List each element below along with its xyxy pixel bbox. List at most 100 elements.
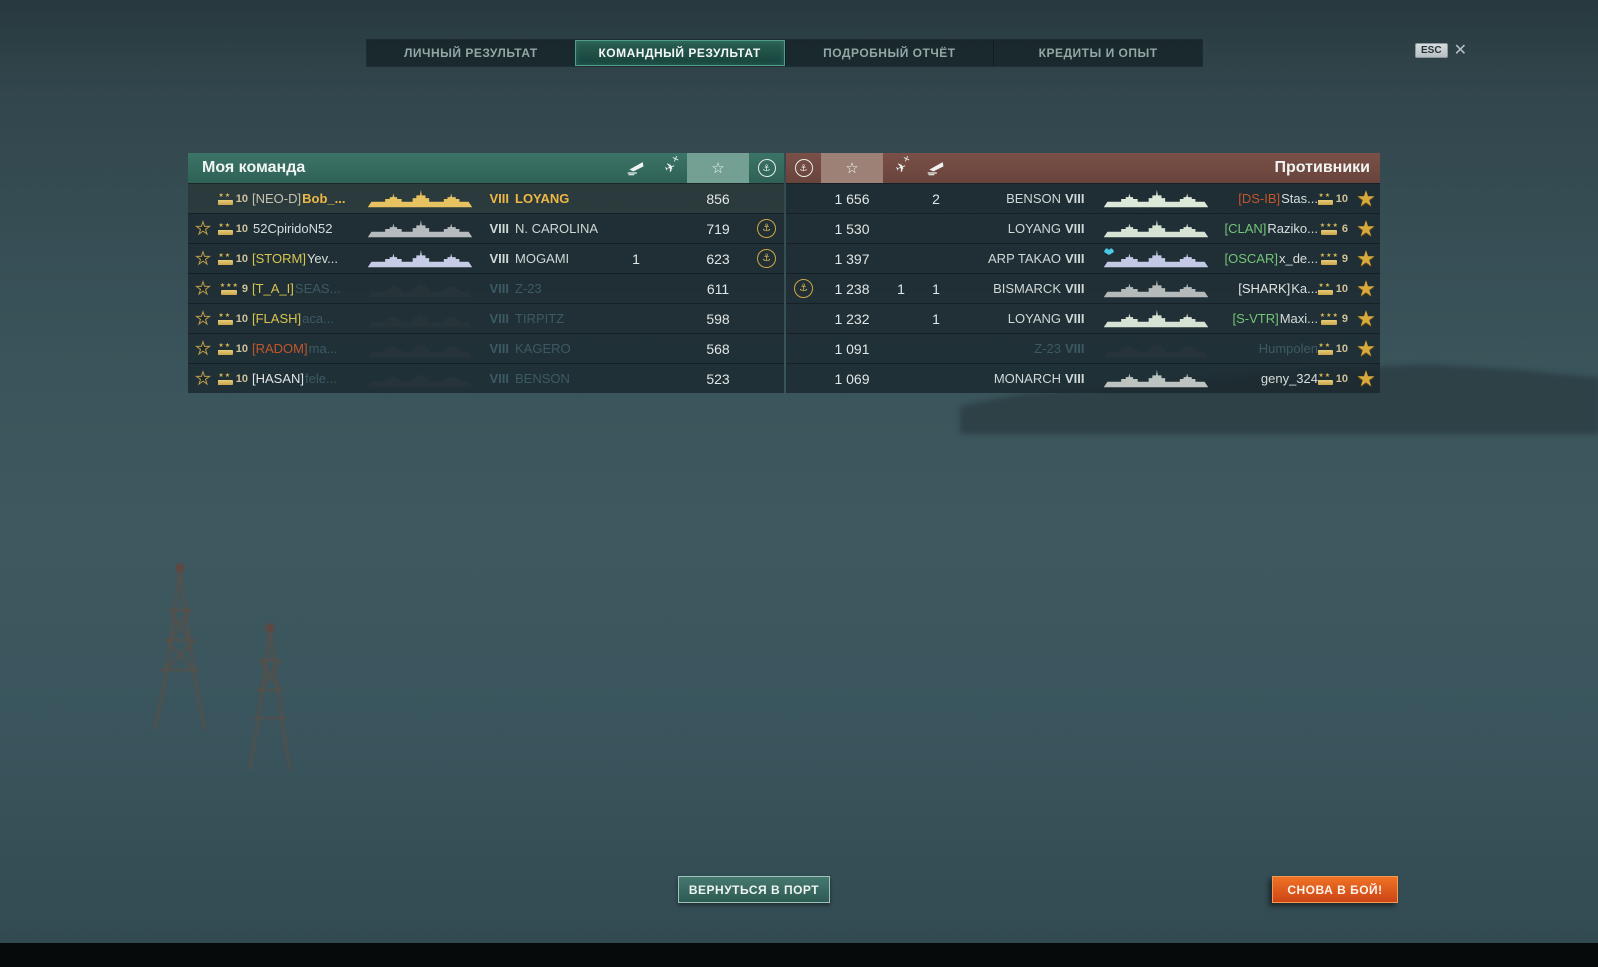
achievement-cell: ⚓ bbox=[749, 369, 784, 388]
ship-kills-header[interactable] bbox=[619, 153, 653, 183]
escape-hint: ESC ✕ bbox=[1415, 41, 1467, 59]
xp-value: 1 232 bbox=[834, 310, 870, 327]
opponent-row: ⚓ 1 656 2 BENSON VIII [DS-IB]Stas... ★★ … bbox=[786, 183, 1380, 213]
player-name[interactable]: [S-VTR]Maxi... bbox=[1232, 311, 1318, 326]
player-name[interactable]: [CLAN]Raziko... bbox=[1224, 221, 1318, 236]
xp-value: 611 bbox=[706, 280, 730, 297]
player-name[interactable]: [FLASH]aca... bbox=[252, 311, 334, 326]
achievement-cell: ⚓ bbox=[786, 189, 821, 208]
xp-value: 1 069 bbox=[834, 370, 870, 387]
ship-tier: VIII bbox=[489, 311, 509, 326]
player-name[interactable]: [SHARK]Ka... bbox=[1238, 281, 1318, 296]
ship-kills-header[interactable] bbox=[919, 153, 953, 183]
tab-active[interactable]: КОМАНДНЫЙ РЕЗУЛЬТАТ bbox=[574, 40, 785, 66]
player-name[interactable]: [T_A_I]SEAS... bbox=[252, 281, 341, 296]
plane-kills-header[interactable]: ✈ ✕ bbox=[883, 153, 919, 183]
compliment-star-icon[interactable]: ★ bbox=[195, 310, 211, 327]
player-name[interactable]: [STORM]Yev... bbox=[252, 251, 339, 266]
clan-tag: [SHARK] bbox=[1238, 281, 1291, 296]
xp-value: 1 397 bbox=[834, 250, 870, 267]
commend-gold-star-icon[interactable]: ★ bbox=[1356, 337, 1376, 360]
team-row: ★ ★★ 10 [STORM]Yev... VIII MOGAMI 1 623 … bbox=[188, 243, 784, 273]
xp-value: 598 bbox=[706, 310, 730, 327]
island-silhouette bbox=[960, 364, 1598, 434]
compliment-star-icon[interactable]: ★ bbox=[195, 250, 211, 267]
rank-badge: ★★ 10 bbox=[218, 312, 248, 325]
player-name[interactable]: Humpolen bbox=[1258, 341, 1318, 356]
medal-header[interactable]: ⚓ bbox=[786, 153, 821, 183]
team-row: ★ ★★ 10 [NEO-D]Bob_... VIII LOYANG 856 ⚓ bbox=[188, 183, 784, 213]
return-to-port-button[interactable]: ВЕРНУТЬСЯ В ПОРТ bbox=[678, 876, 830, 903]
xp-header[interactable]: ☆ bbox=[821, 153, 883, 183]
ship-silhouette bbox=[1097, 184, 1215, 213]
team-row: ★ ★★ 10 [HASAN]fele... VIII BENSON 523 ⚓ bbox=[188, 363, 784, 393]
close-icon[interactable]: ✕ bbox=[1453, 41, 1467, 59]
ship-kills-value: 2 bbox=[932, 190, 940, 207]
commend-gold-star-icon[interactable]: ★ bbox=[1356, 277, 1376, 300]
compliment-star-icon[interactable]: ★ bbox=[195, 340, 211, 357]
achievement-cell: ⚓ bbox=[749, 279, 784, 298]
player-name[interactable]: [OSCAR]x_de... bbox=[1224, 251, 1319, 266]
xp-value: 568 bbox=[706, 340, 730, 357]
opponent-row: ⚓ 1 397 ARP TAKAO VIII [OSCAR]x_de... ★★… bbox=[786, 243, 1380, 273]
achievement-medal-icon: ⚓ bbox=[794, 279, 813, 298]
my-team-table: Моя команда ✈✕ ☆ ⚓ ★ ★★ 10 [NEO-D]Bob_..… bbox=[188, 153, 784, 393]
clan-tag: [RADOM] bbox=[252, 341, 308, 356]
commend-gold-star-icon[interactable]: ★ bbox=[1356, 367, 1376, 390]
opponent-row: ⚓ 1 232 1 LOYANG VIII [S-VTR]Maxi... ★★★… bbox=[786, 303, 1380, 333]
clan-tag: [T_A_I] bbox=[252, 281, 294, 296]
medal-header[interactable]: ⚓ bbox=[749, 153, 784, 183]
ship-tier: VIII bbox=[489, 251, 509, 266]
xp-value: 719 bbox=[706, 220, 730, 237]
player-name[interactable]: 52CpiridoN52 bbox=[253, 221, 333, 236]
ship-silhouette bbox=[1097, 364, 1215, 393]
clan-tag: [OSCAR] bbox=[1224, 251, 1278, 266]
xp-value: 523 bbox=[706, 370, 730, 387]
ship-name: LOYANG bbox=[515, 191, 570, 206]
player-name[interactable]: [DS-IB]Stas... bbox=[1238, 191, 1318, 206]
downed-plane-icon: ✈ ✕ bbox=[662, 153, 680, 177]
rank-badge: ★★★ 9 bbox=[1319, 312, 1348, 325]
tab-inactive[interactable]: КРЕДИТЫ И ОПЫТ bbox=[993, 40, 1202, 66]
my-team-title: Моя команда bbox=[202, 159, 306, 176]
achievement-cell: ⚓ bbox=[786, 249, 821, 268]
battle-again-button[interactable]: СНОВА В БОЙ! bbox=[1272, 876, 1398, 903]
achievement-cell: ⚓ bbox=[749, 189, 784, 208]
ship-name: LOYANG bbox=[1007, 221, 1061, 236]
team-row: ★ ★★ 10 52CpiridoN52 VIII N. CAROLINA 71… bbox=[188, 213, 784, 243]
ship-tier: VIII bbox=[489, 281, 509, 296]
ship-silhouette bbox=[1097, 334, 1215, 363]
commend-gold-star-icon[interactable]: ★ bbox=[1356, 247, 1376, 270]
achievement-cell: ⚓ bbox=[749, 309, 784, 328]
player-name[interactable]: [HASAN]fele... bbox=[252, 371, 337, 386]
xp-header[interactable]: ☆ bbox=[687, 153, 749, 183]
commend-gold-star-icon[interactable]: ★ bbox=[1356, 187, 1376, 210]
sinking-ship-icon bbox=[627, 162, 644, 176]
ship-kills-value: 1 bbox=[932, 310, 940, 327]
compliment-star-icon[interactable]: ★ bbox=[195, 220, 211, 237]
plane-kills-header[interactable]: ✈ ✕ bbox=[653, 153, 687, 183]
star-icon: ☆ bbox=[845, 159, 859, 177]
results-tabbar: ЛИЧНЫЙ РЕЗУЛЬТАТ КОМАНДНЫЙ РЕЗУЛЬТАТ ПОДРО… bbox=[367, 40, 1202, 66]
tab-inactive[interactable]: ЛИЧНЫЙ РЕЗУЛЬТАТ bbox=[404, 46, 538, 60]
opponents-table: ⚓ ☆ ✈✕ Противники ⚓ 1 656 2 BENSON VIII bbox=[786, 153, 1380, 393]
esc-key-badge[interactable]: ESC bbox=[1415, 43, 1448, 58]
commend-gold-star-icon[interactable]: ★ bbox=[1356, 307, 1376, 330]
ship-tier: VIII bbox=[489, 371, 509, 386]
tab-inactive[interactable]: ПОДРОБНЫЙ ОТЧЁТ bbox=[784, 40, 994, 66]
player-name[interactable]: geny_324 bbox=[1260, 371, 1318, 386]
xp-value: 623 bbox=[706, 250, 730, 267]
player-name[interactable]: [NEO-D]Bob_... bbox=[252, 191, 346, 206]
ship-silhouette bbox=[361, 364, 479, 393]
team-row: ★ ★★ 10 [FLASH]aca... VIII TIRPITZ 598 ⚓ bbox=[188, 303, 784, 333]
ship-kills-value: 1 bbox=[632, 250, 640, 267]
compliment-star-icon[interactable]: ★ bbox=[195, 280, 211, 297]
player-name[interactable]: [RADOM]ma... bbox=[252, 341, 338, 356]
commend-gold-star-icon[interactable]: ★ bbox=[1356, 217, 1376, 240]
ship-tier: VIII bbox=[1065, 371, 1085, 386]
opponent-row: ⚓ 1 091 Z-23 VIII Humpolen ★★ 10 ★ bbox=[786, 333, 1380, 363]
compliment-star-icon[interactable]: ★ bbox=[195, 370, 211, 387]
ship-name: ARP TAKAO bbox=[988, 251, 1061, 266]
rank-badge: ★★ 10 bbox=[218, 372, 248, 385]
xp-value: 1 530 bbox=[834, 220, 870, 237]
